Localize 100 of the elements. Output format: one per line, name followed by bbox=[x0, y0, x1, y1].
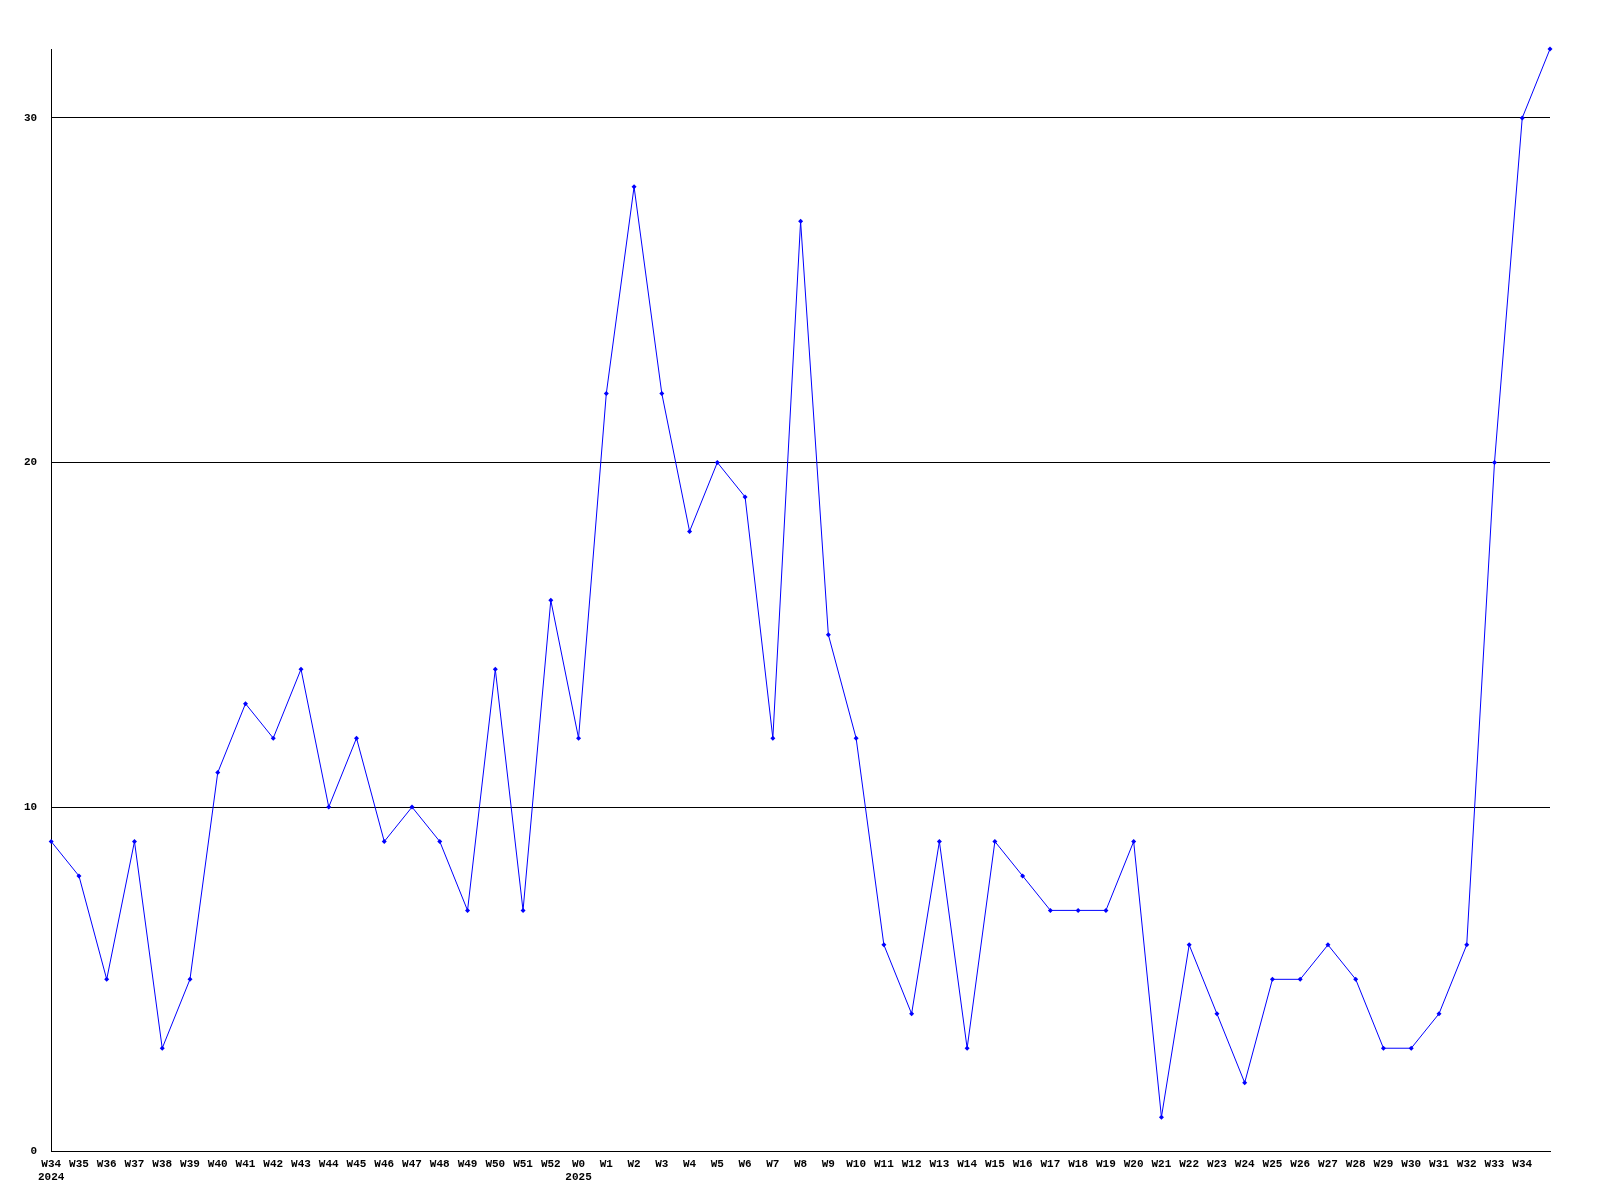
point bbox=[1297, 976, 1303, 982]
point bbox=[1214, 1011, 1220, 1017]
point bbox=[881, 942, 887, 948]
y-tick-label: 0 bbox=[30, 1145, 38, 1158]
point bbox=[1519, 115, 1525, 121]
point bbox=[242, 701, 248, 707]
point bbox=[215, 770, 221, 776]
point bbox=[964, 1045, 970, 1051]
point bbox=[603, 391, 609, 397]
x-tick-label: W34 2024 bbox=[38, 1157, 65, 1184]
point bbox=[520, 907, 526, 913]
x-tick-label: W29 bbox=[1373, 1157, 1394, 1170]
x-tick-label: W1 bbox=[599, 1157, 614, 1170]
x-tick-label: W22 bbox=[1179, 1157, 1200, 1170]
x-tick-label: W26 bbox=[1290, 1157, 1311, 1170]
point bbox=[853, 735, 859, 741]
x-tick-label: W35 bbox=[69, 1157, 90, 1170]
x-tick-label: W18 bbox=[1068, 1157, 1089, 1170]
x-tick-label: W0 2025 bbox=[565, 1157, 593, 1184]
point bbox=[270, 735, 276, 741]
point bbox=[465, 907, 471, 913]
point bbox=[659, 391, 665, 397]
point bbox=[714, 459, 720, 465]
point bbox=[576, 735, 582, 741]
point bbox=[1075, 907, 1081, 913]
x-tick-label: W6 bbox=[738, 1157, 752, 1170]
x-tick-label: W39 bbox=[180, 1157, 200, 1170]
y-tick-label: 30 bbox=[24, 111, 38, 124]
point bbox=[1047, 907, 1053, 913]
x-tick-label: W19 bbox=[1096, 1157, 1116, 1170]
x-tick-label: W50 bbox=[485, 1157, 506, 1170]
x-tick-label: W20 bbox=[1123, 1157, 1144, 1170]
x-tick-label: W42 bbox=[263, 1157, 284, 1170]
point bbox=[1158, 1114, 1164, 1120]
x-tick-label: W51 bbox=[513, 1157, 534, 1170]
x-tick-label: W9 bbox=[821, 1157, 835, 1170]
y-tick-label: 20 bbox=[24, 456, 38, 469]
point bbox=[131, 838, 137, 844]
x-tick-label: W15 bbox=[984, 1157, 1006, 1170]
point bbox=[1491, 459, 1497, 465]
x-tick-label: W21 bbox=[1151, 1157, 1172, 1170]
x-tick-label: W13 bbox=[929, 1157, 950, 1170]
x-tick-label: W23 bbox=[1207, 1157, 1228, 1170]
x-tick-label: W49 bbox=[457, 1157, 478, 1170]
x-tick-label: W11 bbox=[873, 1157, 895, 1170]
point bbox=[1269, 976, 1275, 982]
x-tick-label: W36 bbox=[96, 1157, 117, 1170]
x-tick-label: W33 bbox=[1484, 1157, 1505, 1170]
point bbox=[1380, 1045, 1386, 1051]
point bbox=[409, 804, 415, 810]
x-tick-label: W46 bbox=[374, 1157, 395, 1170]
point bbox=[1103, 907, 1109, 913]
point bbox=[687, 528, 693, 534]
x-tick-label: W2 bbox=[627, 1157, 641, 1170]
x-tick-label: W24 bbox=[1234, 1157, 1255, 1170]
point bbox=[1353, 976, 1359, 982]
point bbox=[1186, 942, 1192, 948]
point bbox=[1242, 1080, 1248, 1086]
point bbox=[187, 976, 193, 982]
x-tick-label: W3 bbox=[655, 1157, 669, 1170]
point bbox=[798, 218, 804, 224]
point bbox=[909, 1011, 915, 1017]
x-tick-label: W34 bbox=[1512, 1157, 1533, 1170]
x-tick-label: W4 bbox=[682, 1157, 697, 1170]
point bbox=[1547, 46, 1553, 52]
point bbox=[992, 838, 998, 844]
x-tick-label: W44 bbox=[318, 1157, 340, 1170]
point bbox=[298, 666, 304, 672]
point bbox=[48, 838, 54, 844]
point bbox=[381, 838, 387, 844]
point bbox=[825, 632, 831, 638]
x-tick-label: W5 bbox=[710, 1157, 725, 1170]
x-tick-label: W37 bbox=[124, 1157, 145, 1170]
x-tick-label: W16 bbox=[1012, 1157, 1033, 1170]
x-tick-label: W45 bbox=[346, 1157, 367, 1170]
x-tick-label: W8 bbox=[794, 1157, 808, 1170]
point bbox=[104, 976, 110, 982]
x-tick-label: W12 bbox=[901, 1157, 922, 1170]
x-tick-label: W25 bbox=[1262, 1157, 1283, 1170]
point bbox=[936, 838, 942, 844]
point bbox=[770, 735, 776, 741]
x-tick-label: W31 bbox=[1429, 1157, 1450, 1170]
x-tick-label: W28 bbox=[1345, 1157, 1367, 1170]
point bbox=[1325, 942, 1331, 948]
x-tick-label: W32 bbox=[1456, 1157, 1477, 1170]
point bbox=[1436, 1011, 1442, 1017]
point bbox=[76, 873, 82, 879]
x-tick-label: W30 bbox=[1401, 1157, 1422, 1170]
x-tick-label: W40 bbox=[207, 1157, 228, 1170]
point bbox=[159, 1045, 165, 1051]
y-tick-label: 10 bbox=[24, 800, 38, 813]
x-tick-label: W38 bbox=[152, 1157, 173, 1170]
x-tick-label: W10 bbox=[846, 1157, 867, 1170]
point bbox=[631, 184, 637, 190]
x-tick-label: W41 bbox=[235, 1157, 256, 1170]
point bbox=[437, 838, 443, 844]
x-tick-label: W43 bbox=[291, 1157, 312, 1170]
x-tick-label: W14 bbox=[957, 1157, 978, 1170]
point bbox=[354, 735, 360, 741]
point bbox=[742, 494, 748, 500]
